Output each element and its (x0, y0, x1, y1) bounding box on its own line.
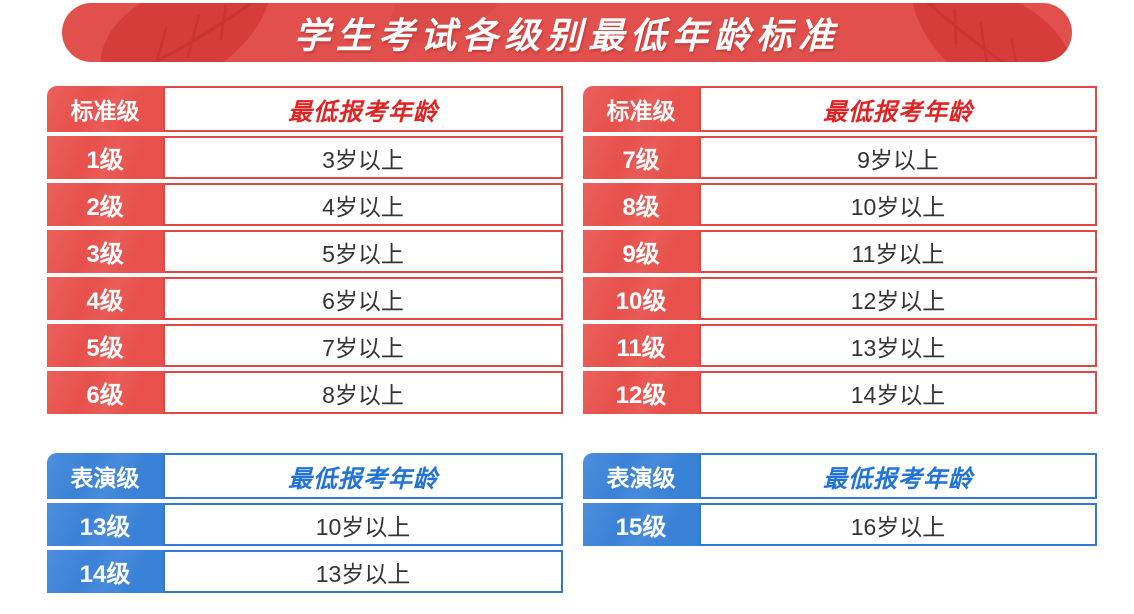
category-header-cell: 标准级 (583, 86, 699, 132)
age-cell: 16岁以上 (699, 503, 1097, 546)
category-header-cell: 表演级 (47, 453, 163, 499)
table-row: 3级 5岁以上 (47, 230, 563, 273)
table-performance-level-15: 表演级 最低报考年龄 15级 16岁以上 (583, 453, 1097, 546)
category-header-cell: 标准级 (47, 86, 163, 132)
age-header-cell: 最低报考年龄 (699, 453, 1097, 499)
age-cell: 6岁以上 (163, 277, 563, 320)
level-cell: 14级 (47, 550, 163, 593)
level-cell: 2级 (47, 183, 163, 226)
table-row: 10级 12岁以上 (583, 277, 1097, 320)
age-header-cell: 最低报考年龄 (699, 86, 1097, 132)
age-header-cell: 最低报考年龄 (163, 86, 563, 132)
age-cell: 5岁以上 (163, 230, 563, 273)
age-cell: 10岁以上 (163, 503, 563, 546)
age-cell: 9岁以上 (699, 136, 1097, 179)
table-row: 11级 13岁以上 (583, 324, 1097, 367)
table-row: 12级 14岁以上 (583, 371, 1097, 414)
table-row: 5级 7岁以上 (47, 324, 563, 367)
table-row: 1级 3岁以上 (47, 136, 563, 179)
level-cell: 3级 (47, 230, 163, 273)
level-cell: 6级 (47, 371, 163, 414)
age-cell: 12岁以上 (699, 277, 1097, 320)
page-title: 学生考试各级别最低年龄标准 (293, 14, 840, 56)
level-cell: 10级 (583, 277, 699, 320)
age-cell: 14岁以上 (699, 371, 1097, 414)
age-cell: 8岁以上 (163, 371, 563, 414)
category-header-cell: 表演级 (583, 453, 699, 499)
table-row: 2级 4岁以上 (47, 183, 563, 226)
table-row: 15级 16岁以上 (583, 503, 1097, 546)
table-row: 8级 10岁以上 (583, 183, 1097, 226)
title-banner: 学生考试各级别最低年龄标准 (62, 3, 1072, 62)
level-cell: 12级 (583, 371, 699, 414)
age-cell: 13岁以上 (163, 550, 563, 593)
leaf-icon (100, 3, 271, 62)
table-standard-levels-7-12: 标准级 最低报考年龄 7级 9岁以上 8级 10岁以上 9级 11岁以上 10级… (583, 86, 1097, 414)
table-header-row: 表演级 最低报考年龄 (47, 453, 563, 499)
table-row: 6级 8岁以上 (47, 371, 563, 414)
level-cell: 1级 (47, 136, 163, 179)
level-cell: 7级 (583, 136, 699, 179)
age-cell: 3岁以上 (163, 136, 563, 179)
table-row: 9级 11岁以上 (583, 230, 1097, 273)
leaf-icon (910, 3, 1072, 62)
table-row: 14级 13岁以上 (47, 550, 563, 593)
age-cell: 13岁以上 (699, 324, 1097, 367)
table-row: 13级 10岁以上 (47, 503, 563, 546)
table-row: 7级 9岁以上 (583, 136, 1097, 179)
table-row: 4级 6岁以上 (47, 277, 563, 320)
table-performance-levels-13-14: 表演级 最低报考年龄 13级 10岁以上 14级 13岁以上 (47, 453, 563, 593)
age-cell: 10岁以上 (699, 183, 1097, 226)
level-cell: 13级 (47, 503, 163, 546)
age-cell: 4岁以上 (163, 183, 563, 226)
level-cell: 8级 (583, 183, 699, 226)
table-header-row: 表演级 最低报考年龄 (583, 453, 1097, 499)
level-cell: 4级 (47, 277, 163, 320)
level-cell: 15级 (583, 503, 699, 546)
age-header-cell: 最低报考年龄 (163, 453, 563, 499)
level-cell: 5级 (47, 324, 163, 367)
level-cell: 11级 (583, 324, 699, 367)
age-cell: 7岁以上 (163, 324, 563, 367)
table-standard-levels-1-6: 标准级 最低报考年龄 1级 3岁以上 2级 4岁以上 3级 5岁以上 4级 6岁… (47, 86, 563, 414)
table-header-row: 标准级 最低报考年龄 (583, 86, 1097, 132)
table-header-row: 标准级 最低报考年龄 (47, 86, 563, 132)
level-cell: 9级 (583, 230, 699, 273)
age-cell: 11岁以上 (699, 230, 1097, 273)
